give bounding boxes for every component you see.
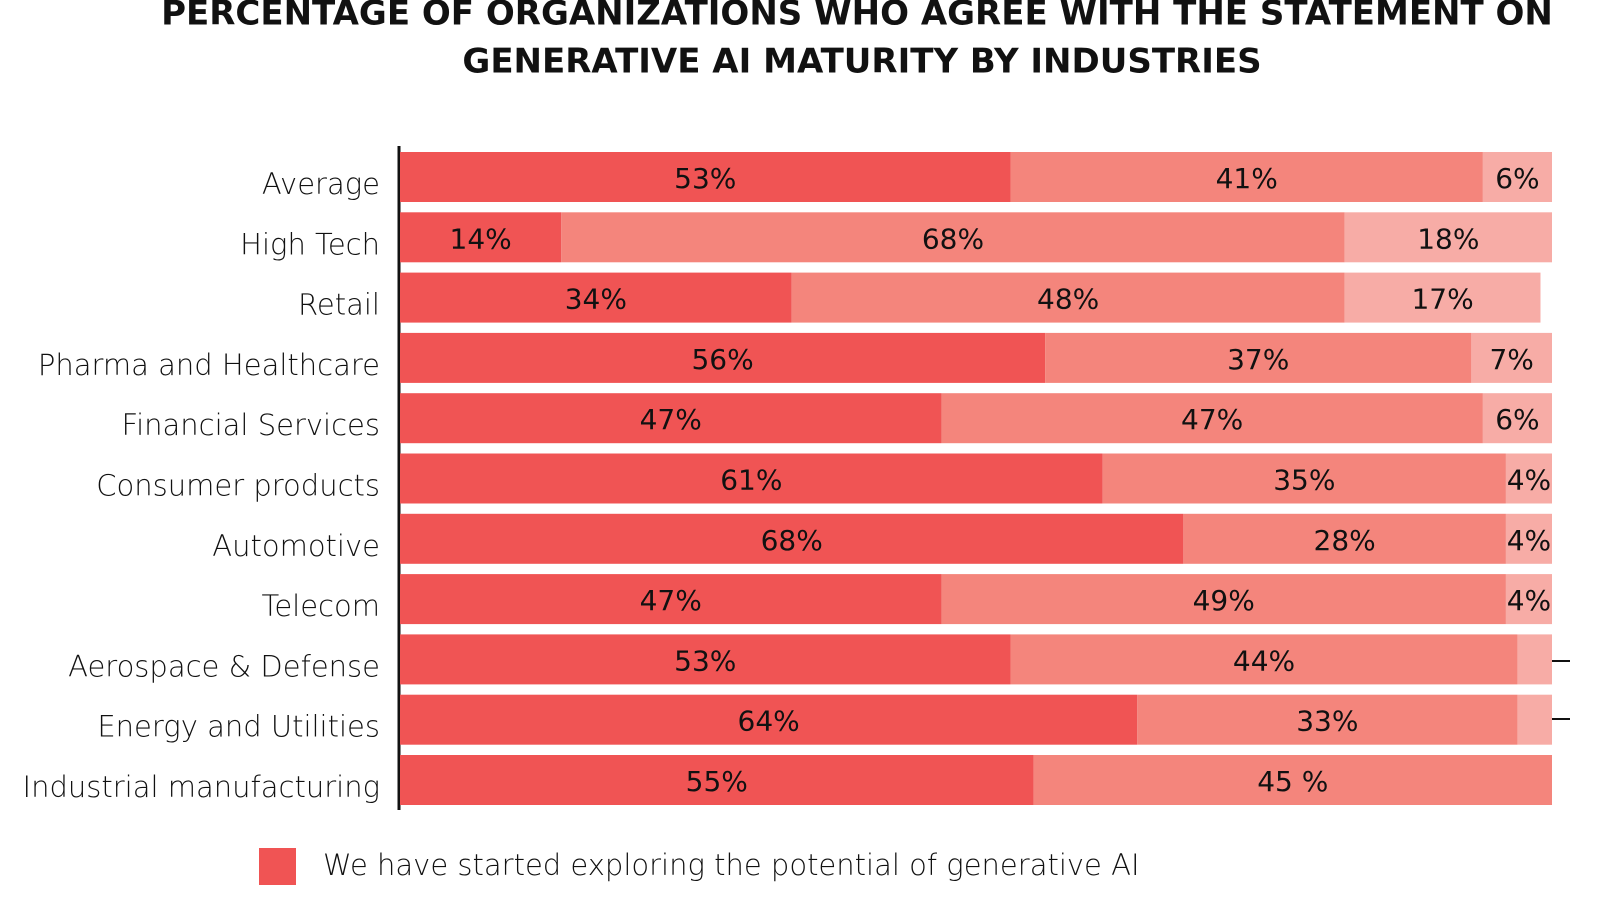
bar-segment <box>400 393 942 444</box>
value-label: 45 % <box>1257 765 1328 798</box>
value-label: 17% <box>1411 283 1473 316</box>
bar-segment <box>1137 694 1518 745</box>
value-label: 4% <box>1507 584 1551 617</box>
bar-segment <box>1010 152 1483 202</box>
value-label: 14% <box>450 222 512 255</box>
bar-segment <box>400 574 942 625</box>
value-label: 64% <box>738 705 800 738</box>
bar-segment <box>561 212 1345 263</box>
legend-swatch <box>259 848 296 885</box>
value-label: 53% <box>674 162 736 195</box>
bar-segment <box>400 634 1011 685</box>
value-label: 47% <box>640 403 702 436</box>
value-label: 7% <box>1489 343 1533 376</box>
bar-segment <box>1045 332 1472 383</box>
value-label: 49% <box>1193 584 1255 617</box>
bar-segment <box>941 393 1483 444</box>
legend-label: We have started exploring the potential … <box>323 848 1140 882</box>
value-label: 6% <box>1495 403 1539 436</box>
value-label: 53% <box>674 644 736 677</box>
category-label: Energy and Utilities <box>97 710 380 744</box>
category-label: Automotive <box>212 529 380 563</box>
category-label: Retail <box>298 288 380 322</box>
bar-segment <box>400 513 1184 564</box>
value-label: 68% <box>922 222 984 255</box>
bar-segment <box>400 755 1034 805</box>
value-label: 4% <box>1507 464 1551 497</box>
value-label: 68% <box>761 524 823 557</box>
value-label: 44% <box>1233 644 1295 677</box>
bar-segment <box>1505 513 1552 564</box>
value-label: 61% <box>720 464 782 497</box>
category-label: Aerospace & Defense <box>68 649 380 683</box>
bar-segment <box>400 694 1138 745</box>
value-label: 28% <box>1314 524 1376 557</box>
bar-segment <box>400 453 1103 504</box>
value-label: 55% <box>686 765 748 798</box>
bar-segment <box>1517 634 1552 685</box>
value-label: 48% <box>1037 283 1099 316</box>
value-label: 37% <box>1227 343 1289 376</box>
category-label: Average <box>262 167 380 201</box>
chart-title: PERCENTAGE OF ORGANIZATIONS WHO AGREE WI… <box>161 0 1553 34</box>
category-label: Industrial manufacturing <box>23 770 380 804</box>
value-label: 47% <box>640 584 702 617</box>
bar-segment <box>400 152 1011 202</box>
bar-segment <box>791 272 1345 323</box>
bar-segment <box>1517 694 1552 745</box>
value-label: 47% <box>1181 403 1243 436</box>
bar-segment <box>1482 152 1552 202</box>
value-label: 4% <box>1507 524 1551 557</box>
value-label: 41% <box>1216 162 1278 195</box>
bar-segment <box>1344 212 1552 263</box>
value-label: 35% <box>1273 464 1335 497</box>
category-label: Pharma and Healthcare <box>38 348 380 382</box>
bar-segment <box>400 272 792 323</box>
value-label: 56% <box>691 343 753 376</box>
value-label: 34% <box>565 283 627 316</box>
bar-segment <box>1505 574 1552 625</box>
chart-title: GENERATIVE AI MATURITY BY INDUSTRIES <box>462 42 1261 82</box>
category-label: Telecom <box>262 589 380 623</box>
bar-segment <box>1505 453 1552 504</box>
bar-segment <box>400 332 1046 383</box>
bar-segment <box>1482 393 1552 444</box>
bar-segment <box>1033 755 1552 805</box>
bar-segment <box>1183 513 1506 564</box>
category-label: Financial Services <box>122 408 381 442</box>
bar-segment <box>941 574 1506 625</box>
bar-segment <box>400 212 562 263</box>
category-label: High Tech <box>240 227 380 261</box>
value-label: 18% <box>1417 222 1479 255</box>
category-label: Consumer products <box>96 469 380 503</box>
bar-segment <box>1102 453 1506 504</box>
bar-segment <box>1010 634 1518 685</box>
bar-segment <box>1471 332 1552 383</box>
value-label: 6% <box>1495 162 1539 195</box>
value-label: 33% <box>1296 705 1358 738</box>
bar-segment <box>1344 272 1541 323</box>
